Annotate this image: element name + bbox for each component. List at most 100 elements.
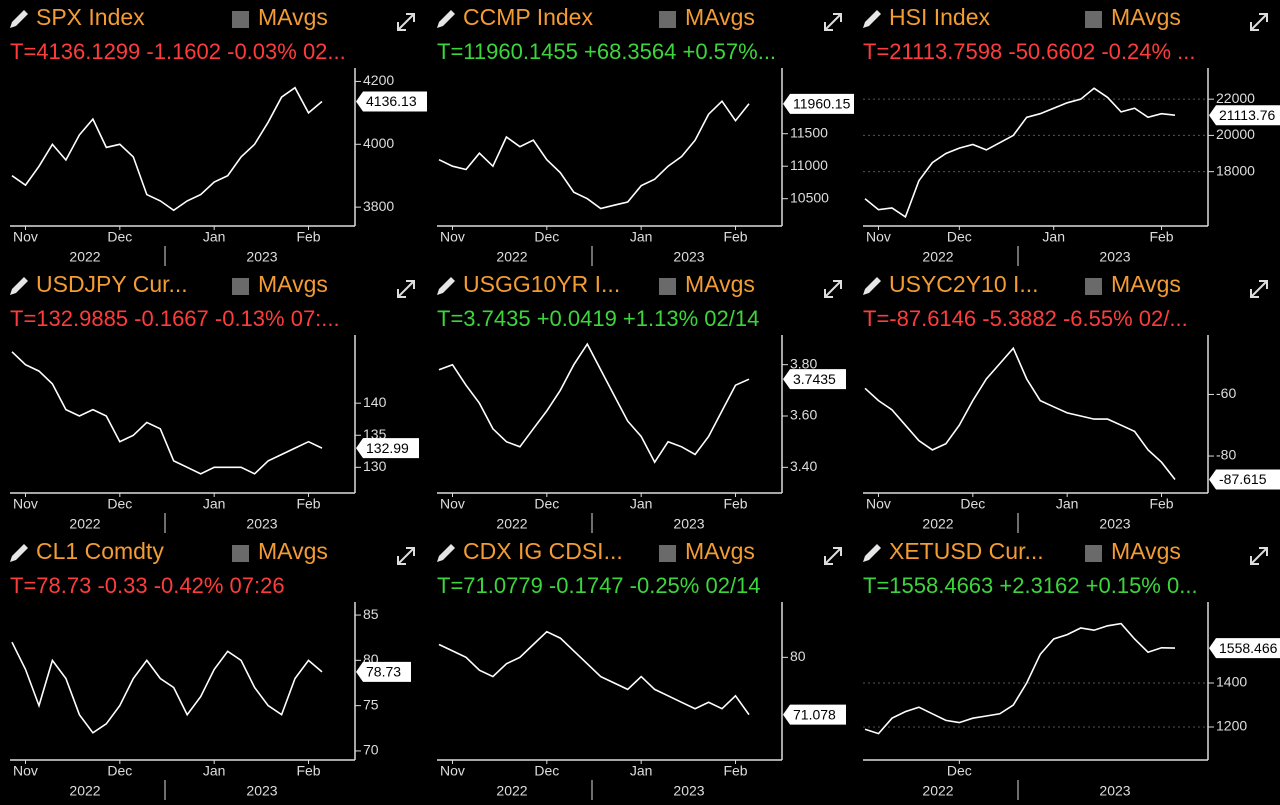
chart-title: CL1 Comdty (36, 538, 164, 564)
y-tick-label: 20000 (1216, 126, 1255, 142)
y-tick-label: 130 (363, 458, 387, 474)
legend-swatch[interactable] (232, 545, 249, 562)
x-tick-label: Nov (440, 496, 465, 512)
x-tick-label: Feb (723, 763, 747, 779)
subtitle: T=71.0779 -0.1747 -0.25% 02/14 (437, 573, 761, 598)
last-value-label: 21113.76 (1219, 107, 1276, 123)
year-label: 2022 (69, 249, 100, 265)
x-tick-label: Dec (947, 763, 972, 779)
edit-icon[interactable] (10, 544, 28, 562)
edit-icon[interactable] (10, 277, 28, 295)
chart-title: XETUSD Cur... (889, 538, 1044, 564)
last-value-tag (356, 91, 427, 112)
price-line (864, 622, 1176, 735)
x-tick-label: Dec (534, 229, 559, 245)
chart-title: SPX Index (36, 4, 145, 30)
y-tick-label: 80 (790, 648, 806, 664)
year-label: 2023 (1099, 783, 1130, 799)
legend-swatch[interactable] (1085, 545, 1102, 562)
edit-icon[interactable] (436, 277, 455, 295)
subtitle: T=4136.1299 -1.1602 -0.03% 02... (10, 39, 346, 64)
legend-swatch[interactable] (658, 278, 676, 295)
y-tick-label: 4000 (363, 135, 394, 151)
last-value-tag (782, 704, 846, 725)
expand-icon[interactable] (397, 280, 415, 298)
edit-icon[interactable] (863, 277, 881, 295)
y-tick-label: 10500 (790, 189, 829, 205)
year-label: 2023 (246, 783, 277, 799)
y-tick-label: 3.80 (790, 355, 817, 371)
chart-title: HSI Index (889, 4, 990, 30)
chart-title: USDJPY Cur... (36, 271, 188, 297)
expand-icon[interactable] (1250, 280, 1268, 298)
year-label: 2022 (922, 783, 953, 799)
last-value-tag (782, 93, 854, 114)
last-value-label: 132.99 (366, 440, 409, 456)
x-tick-label: Feb (723, 229, 747, 245)
legend-label: MAvgs (1111, 271, 1181, 297)
legend-swatch[interactable] (658, 545, 676, 562)
x-tick-label: Dec (107, 763, 132, 779)
year-label: 2023 (1099, 249, 1130, 265)
x-tick-label: Dec (107, 496, 132, 512)
legend-swatch[interactable] (232, 11, 249, 28)
legend-swatch[interactable] (232, 278, 249, 295)
y-tick-label: 70 (363, 742, 379, 758)
chart-panel: CCMP Index MAvgs T=11960.1455 +68.3564 +0.… (436, 4, 854, 266)
year-label: 2023 (1099, 516, 1130, 532)
x-tick-label: Nov (13, 496, 38, 512)
price-line (438, 630, 750, 716)
edit-icon[interactable] (863, 10, 881, 28)
x-tick-label: Dec (534, 496, 559, 512)
chart-panel: CDX IG CDSI... MAvgs T=71.0779 -0.1747 -0.… (436, 538, 846, 800)
y-tick-label: 18000 (1216, 162, 1255, 178)
legend-label: MAvgs (258, 271, 328, 297)
y-tick-label: 11500 (790, 124, 828, 140)
legend-swatch[interactable] (1085, 11, 1102, 28)
x-tick-label: Jan (629, 496, 652, 512)
x-tick-label: Dec (107, 229, 132, 245)
y-tick-label: 4200 (363, 72, 394, 88)
subtitle: T=132.9885 -0.1667 -0.13% 07:... (10, 306, 340, 331)
legend-label: MAvgs (685, 4, 755, 30)
subtitle: T=3.7435 +0.0419 +1.13% 02/14 (437, 306, 759, 331)
legend-swatch[interactable] (658, 11, 676, 28)
subtitle: T=1558.4663 +2.3162 +0.15% 0... (863, 573, 1198, 598)
edit-icon[interactable] (10, 10, 28, 28)
y-tick-label: 3800 (363, 198, 394, 214)
subtitle: T=21113.7598 -50.6602 -0.24% ... (863, 39, 1195, 64)
y-tick-label: -60 (1216, 385, 1236, 401)
expand-icon[interactable] (397, 547, 415, 565)
edit-icon[interactable] (436, 544, 455, 562)
x-tick-label: Feb (1149, 229, 1173, 245)
last-value-label: 3.7435 (793, 371, 836, 387)
legend-label: MAvgs (258, 4, 328, 30)
expand-icon[interactable] (823, 280, 842, 298)
expand-icon[interactable] (1250, 13, 1268, 31)
last-value-tag (356, 661, 411, 682)
edit-icon[interactable] (863, 544, 881, 562)
expand-icon[interactable] (397, 13, 415, 31)
x-tick-label: Dec (534, 763, 559, 779)
price-line (438, 99, 750, 210)
y-tick-label: 1200 (1216, 718, 1247, 734)
y-tick-label: 3.60 (790, 407, 817, 423)
edit-icon[interactable] (436, 10, 455, 28)
x-tick-label: Jan (203, 763, 226, 779)
expand-icon[interactable] (823, 547, 842, 565)
x-tick-label: Dec (960, 496, 985, 512)
subtitle: T=-87.6146 -5.3882 -6.55% 02/... (863, 306, 1188, 331)
x-tick-label: Nov (866, 229, 891, 245)
expand-icon[interactable] (1250, 547, 1268, 565)
y-tick-label: 85 (363, 606, 379, 622)
x-tick-label: Nov (13, 229, 38, 245)
x-tick-label: Jan (1042, 229, 1065, 245)
y-tick-label: 140 (363, 394, 387, 410)
expand-icon[interactable] (823, 13, 842, 31)
legend-swatch[interactable] (1085, 278, 1102, 295)
year-label: 2022 (69, 783, 100, 799)
price-line (864, 87, 1176, 219)
year-label: 2022 (922, 249, 953, 265)
y-tick-label: 22000 (1216, 90, 1255, 106)
